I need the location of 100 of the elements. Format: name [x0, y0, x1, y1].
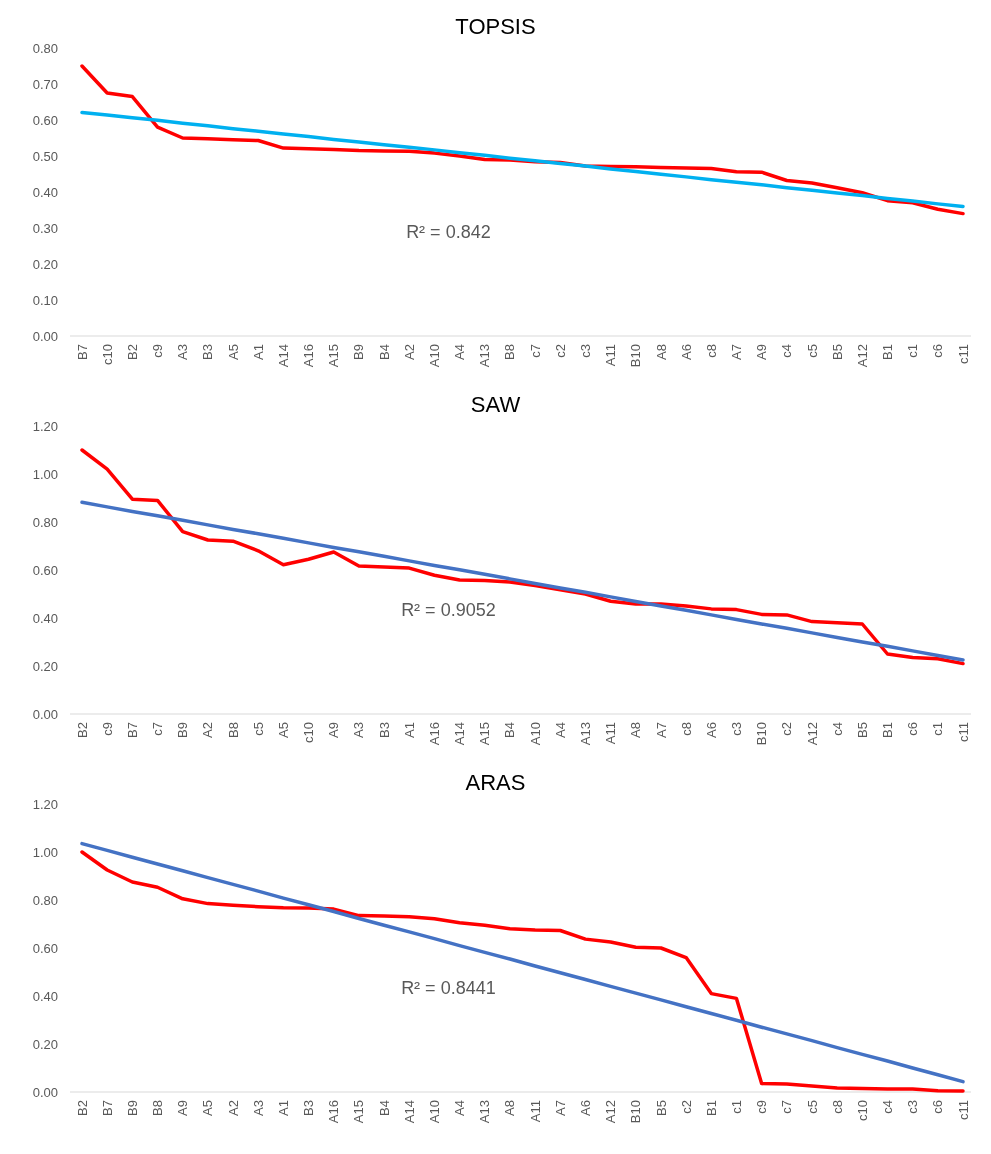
x-tick-label: c3: [577, 344, 593, 358]
y-tick-label: 0.00: [32, 706, 58, 722]
x-tick-label: A13: [477, 344, 493, 368]
y-tick-label: 0.20: [32, 658, 58, 674]
x-tick-label: A4: [552, 722, 568, 738]
x-tick-label: A13: [577, 722, 593, 746]
x-tick-label: A14: [452, 722, 468, 746]
x-tick-label: c11: [955, 1100, 971, 1120]
x-tick-label: A5: [275, 722, 291, 738]
y-tick-label: 0.40: [32, 988, 58, 1004]
y-tick-label: 0.40: [32, 184, 58, 200]
x-tick-label: c4: [829, 722, 845, 736]
x-tick-label: A10: [426, 1100, 442, 1124]
x-tick-label: B10: [628, 344, 644, 368]
x-tick-label: c7: [527, 344, 543, 358]
x-tick-label: c9: [99, 722, 115, 736]
x-tick-label: c5: [250, 722, 266, 736]
x-tick-label: A15: [326, 344, 342, 368]
x-tick-label: A4: [452, 344, 468, 360]
x-tick-label: A15: [351, 1100, 367, 1124]
y-tick-label: 0.00: [32, 1084, 58, 1100]
x-tick-label: B9: [124, 1100, 140, 1116]
x-tick-label: c8: [703, 344, 719, 358]
x-tick-label: B5: [829, 344, 845, 360]
x-tick-label: A8: [502, 1100, 518, 1116]
x-tick-label: B2: [124, 344, 140, 360]
x-tick-label: B10: [628, 1100, 644, 1124]
y-tick-label: 0.50: [32, 148, 58, 164]
x-tick-label: c11: [955, 722, 971, 742]
x-tick-label: c6: [930, 344, 946, 358]
x-tick-label: A4: [452, 1100, 468, 1116]
y-tick-label: 0.10: [32, 292, 58, 308]
x-tick-label: A16: [326, 1100, 342, 1124]
x-tick-label: c2: [552, 344, 568, 358]
x-tick-label: c10: [99, 344, 115, 365]
chart-title: TOPSIS: [455, 14, 536, 39]
x-tick-label: A10: [426, 344, 442, 368]
y-tick-label: 0.30: [32, 220, 58, 236]
x-tick-label: c1: [905, 344, 921, 358]
x-tick-label: A13: [477, 1100, 493, 1124]
x-tick-label: B2: [74, 722, 90, 738]
x-tick-label: B5: [653, 1100, 669, 1116]
x-tick-label: A11: [603, 344, 619, 367]
x-tick-label: c5: [804, 344, 820, 358]
x-tick-label: A16: [426, 722, 442, 746]
x-tick-label: B8: [502, 344, 518, 360]
line-series: [80, 500, 965, 662]
x-tick-label: B8: [150, 1100, 166, 1116]
x-tick-label: c8: [678, 722, 694, 736]
x-tick-label: B2: [74, 1100, 90, 1116]
x-tick-label: B1: [880, 344, 896, 360]
x-tick-label: A6: [678, 344, 694, 360]
x-tick-label: B5: [854, 722, 870, 738]
x-tick-label: A3: [250, 1100, 266, 1116]
x-tick-label: c2: [779, 722, 795, 736]
x-tick-label: B3: [200, 344, 216, 360]
x-tick-label: A9: [326, 722, 342, 738]
annotation: R² = 0.9052: [401, 600, 496, 621]
x-tick-label: c10: [301, 722, 317, 743]
x-tick-label: c1: [729, 1100, 745, 1114]
x-tick-label: A1: [401, 722, 417, 738]
x-tick-label: B9: [175, 722, 191, 738]
y-tick-label: 0.20: [32, 256, 58, 272]
y-tick-label: 1.00: [32, 844, 58, 860]
x-tick-label: c9: [754, 1100, 770, 1114]
y-tick-label: 0.80: [32, 514, 58, 530]
x-tick-label: c7: [779, 1100, 795, 1114]
x-tick-label: A7: [552, 1100, 568, 1116]
x-tick-label: c5: [804, 1100, 820, 1114]
x-tick-label: B9: [351, 344, 367, 360]
x-tick-label: B4: [376, 1100, 392, 1116]
x-tick-label: c3: [905, 1100, 921, 1114]
x-tick-label: B4: [502, 722, 518, 738]
y-tick-label: 0.70: [32, 76, 58, 92]
x-tick-label: c6: [930, 1100, 946, 1114]
x-tick-label: c8: [829, 1100, 845, 1114]
y-tick-label: 1.00: [32, 466, 58, 482]
x-tick-label: B7: [74, 344, 90, 360]
x-tick-label: B4: [376, 344, 392, 360]
x-tick-label: A9: [754, 344, 770, 360]
y-tick-label: 0.40: [32, 610, 58, 626]
x-tick-label: A3: [351, 722, 367, 738]
x-tick-label: A11: [603, 722, 619, 745]
x-tick-label: A2: [225, 1100, 241, 1116]
y-tick-label: 0.00: [32, 328, 58, 344]
y-tick-label: 0.60: [32, 562, 58, 578]
y-tick-label: 0.60: [32, 112, 58, 128]
x-tick-label: A12: [804, 722, 820, 746]
x-tick-label: A7: [729, 344, 745, 360]
line-series: [80, 110, 965, 209]
x-tick-label: A9: [175, 1100, 191, 1116]
x-tick-label: A6: [577, 1100, 593, 1116]
x-tick-label: c4: [779, 344, 795, 358]
x-tick-label: c3: [729, 722, 745, 736]
x-tick-label: B10: [754, 722, 770, 746]
x-tick-label: A3: [175, 344, 191, 360]
x-tick-label: c10: [854, 1100, 870, 1121]
x-tick-label: A1: [250, 344, 266, 360]
chart-title: ARAS: [465, 770, 526, 795]
x-tick-label: c11: [955, 344, 971, 364]
